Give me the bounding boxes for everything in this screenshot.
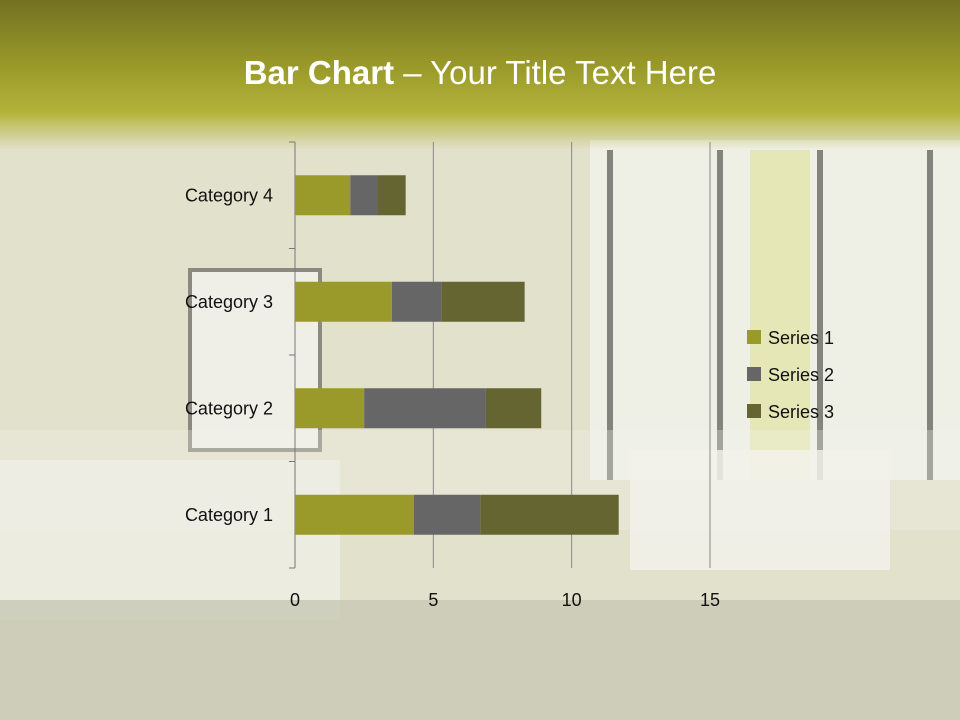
legend-label: Series 2	[768, 365, 834, 385]
category-label: Category 4	[185, 185, 273, 205]
slide-title: Bar Chart – Your Title Text Here	[0, 54, 960, 92]
title-band	[0, 0, 960, 150]
sofa	[630, 450, 890, 570]
x-tick-label: 5	[428, 590, 438, 610]
category-label: Category 1	[185, 505, 273, 525]
category-label: Category 2	[185, 398, 273, 418]
x-tick-label: 15	[700, 590, 720, 610]
x-tick-label: 10	[562, 590, 582, 610]
category-label: Category 3	[185, 292, 273, 312]
bar-series-2-category-4	[350, 175, 378, 216]
sofa	[0, 460, 340, 620]
bar-series-1-category-2	[295, 388, 365, 429]
bar-series-1-category-1	[295, 494, 414, 535]
legend-swatch	[747, 367, 761, 381]
bar-series-2-category-3	[391, 281, 442, 322]
x-tick-label: 0	[290, 590, 300, 610]
bar-series-3-category-3	[441, 281, 525, 322]
bar-series-3-category-2	[485, 388, 542, 429]
legend-swatch	[747, 330, 761, 344]
title-bold: Bar Chart	[243, 54, 395, 91]
legend-label: Series 3	[768, 402, 834, 422]
legend-swatch	[747, 404, 761, 418]
bar-series-3-category-1	[480, 494, 619, 535]
bar-series-2-category-1	[413, 494, 481, 535]
title-rest: – Your Title Text Here	[394, 54, 717, 91]
bar-series-1-category-4	[295, 175, 351, 216]
bar-series-3-category-4	[378, 175, 406, 216]
bar-series-1-category-3	[295, 281, 392, 322]
bar-series-2-category-2	[364, 388, 486, 429]
legend-label: Series 1	[768, 328, 834, 348]
